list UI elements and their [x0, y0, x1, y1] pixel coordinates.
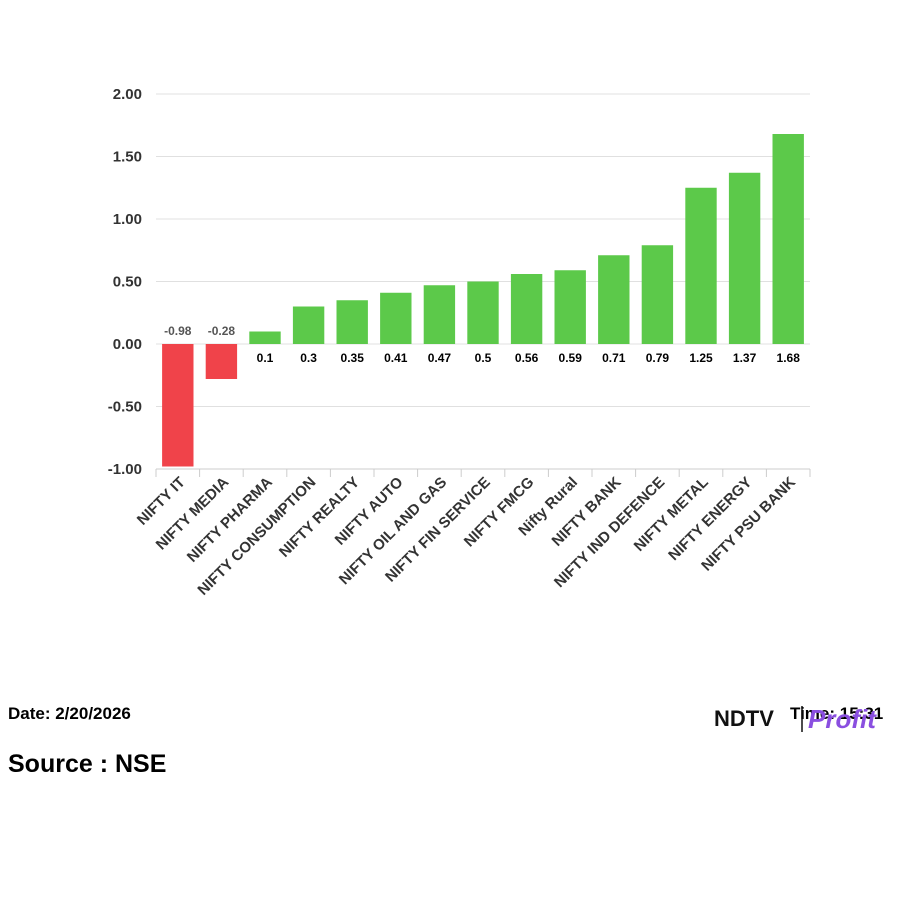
- bar: [772, 134, 804, 344]
- bar: [641, 245, 674, 344]
- data-label: 0.56: [515, 351, 539, 365]
- data-label: 0.41: [384, 351, 408, 365]
- y-axis: 2.00 1.50 1.00 0.50 0.00 -0.50 -1.00: [108, 86, 142, 478]
- bar: [336, 300, 368, 344]
- bar: [554, 270, 586, 344]
- bar: [380, 292, 412, 344]
- y-tick-label: 2.00: [113, 86, 142, 103]
- y-tick-label: 0.00: [113, 336, 142, 353]
- data-label: 0.79: [646, 351, 670, 365]
- logo-ndtv-text: NDTV: [714, 706, 774, 731]
- bar: [162, 344, 194, 467]
- data-label: 0.35: [341, 351, 365, 365]
- data-label: 0.1: [257, 351, 274, 365]
- data-label: 0.5: [475, 351, 492, 365]
- bar: [205, 344, 238, 379]
- y-tick-label: 0.50: [113, 274, 142, 291]
- bar: [292, 306, 325, 344]
- data-label: -0.28: [208, 324, 236, 338]
- data-label: 1.25: [689, 351, 713, 365]
- data-label: 1.37: [733, 351, 757, 365]
- y-tick-label: -1.00: [108, 461, 142, 478]
- logo-profit-text: Profit: [808, 704, 877, 734]
- bar-chart: 2.00 1.50 1.00 0.50 0.00 -0.50 -1.00 -0.98 -0.2…: [108, 86, 811, 599]
- bars: -0.98 -0.28 0.1 0.3 0.35 0.41 0.47 0.5 0.56 0.59 0…: [162, 134, 804, 467]
- bar: [685, 187, 717, 344]
- bar: [467, 281, 499, 344]
- bar: [728, 172, 761, 344]
- data-label: 0.3: [300, 351, 317, 365]
- bar: [598, 255, 630, 344]
- y-tick-label: 1.50: [113, 149, 142, 166]
- bar: [249, 331, 281, 344]
- data-label: 0.47: [428, 351, 452, 365]
- data-label: 1.68: [777, 351, 801, 365]
- source-text: Source : NSE: [8, 750, 167, 778]
- date-text: Date: 2/20/2026: [8, 704, 131, 723]
- ndtv-profit-logo: NDTV Profit: [714, 704, 877, 734]
- data-label: 0.71: [602, 351, 626, 365]
- bar: [510, 274, 543, 344]
- time-text: Time: 15:31: [790, 704, 884, 723]
- data-label: -0.98: [164, 324, 192, 338]
- y-tick-label: 1.00: [113, 211, 142, 228]
- bar: [423, 285, 456, 344]
- data-label: 0.59: [559, 351, 583, 365]
- y-tick-label: -0.50: [108, 399, 142, 416]
